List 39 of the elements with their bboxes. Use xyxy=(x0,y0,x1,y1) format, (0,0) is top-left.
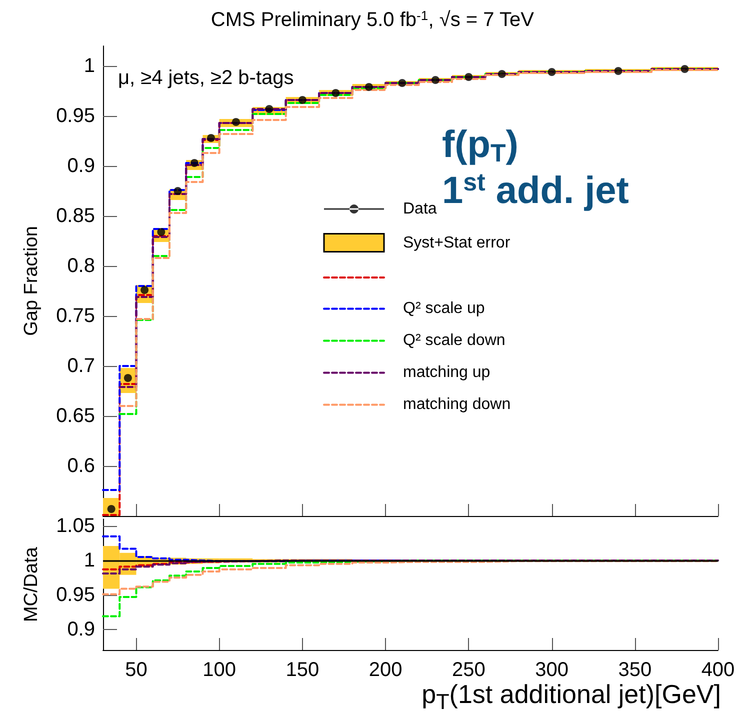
x-tick-label: 100 xyxy=(202,659,236,681)
y-tick-label: 0.85 xyxy=(56,205,95,227)
y-tick-label: 0.95 xyxy=(56,584,95,606)
y-axis-title: Gap Fraction xyxy=(21,226,42,336)
point xyxy=(464,73,473,81)
y-tick-label: 0.9 xyxy=(67,155,95,177)
legend-label: Syst+Stat error xyxy=(403,234,511,252)
y-tick-label: 0.6 xyxy=(67,455,95,477)
legend-label: Q² scale down xyxy=(403,332,506,350)
annotation: μ, ≥4 jets, ≥2 b-tags xyxy=(118,67,294,89)
x-tick-label: 50 xyxy=(125,659,148,681)
y-axis-title: MC/Data xyxy=(21,546,42,622)
point xyxy=(232,118,240,126)
point xyxy=(614,67,622,75)
point xyxy=(680,65,689,73)
y-tick-label: 0.95 xyxy=(56,105,95,127)
point xyxy=(332,89,340,97)
point xyxy=(398,79,406,87)
y-tick-label: 0.9 xyxy=(67,618,95,640)
y-tick-label: 0.75 xyxy=(56,305,95,327)
point xyxy=(298,96,306,104)
y-tick-label: 0.8 xyxy=(67,255,95,277)
y-tick-label: 1 xyxy=(84,549,95,572)
y-tick-label: 1.05 xyxy=(56,515,95,537)
point xyxy=(265,105,274,113)
point xyxy=(364,83,373,91)
legend-label: Data xyxy=(403,200,437,218)
y-tick-label: 0.7 xyxy=(67,355,95,377)
legend-label: matching down xyxy=(403,396,511,414)
x-tick-label: 200 xyxy=(368,659,402,681)
point xyxy=(207,134,216,142)
x-tick-label: 150 xyxy=(286,659,320,681)
point xyxy=(498,70,506,78)
legend-label: matching up xyxy=(403,364,490,382)
point xyxy=(548,68,556,76)
y-tick-label: 0.65 xyxy=(56,405,95,427)
legend-label: Q² scale up xyxy=(403,300,485,318)
y-tick-label: 1 xyxy=(84,55,95,77)
point xyxy=(431,76,440,84)
